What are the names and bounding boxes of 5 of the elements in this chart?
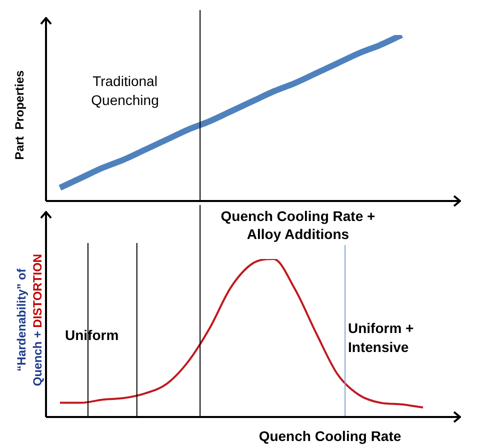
annotation: Uniform + Intensive bbox=[348, 320, 414, 355]
y-axis-title: Part Properties bbox=[12, 70, 26, 160]
x-axis-title: Quench Cooling Rate + Alloy Additions bbox=[220, 208, 376, 242]
annotation: Traditional Quenching bbox=[91, 72, 159, 108]
x-axis-title: Quench Cooling Rate bbox=[258, 428, 402, 444]
